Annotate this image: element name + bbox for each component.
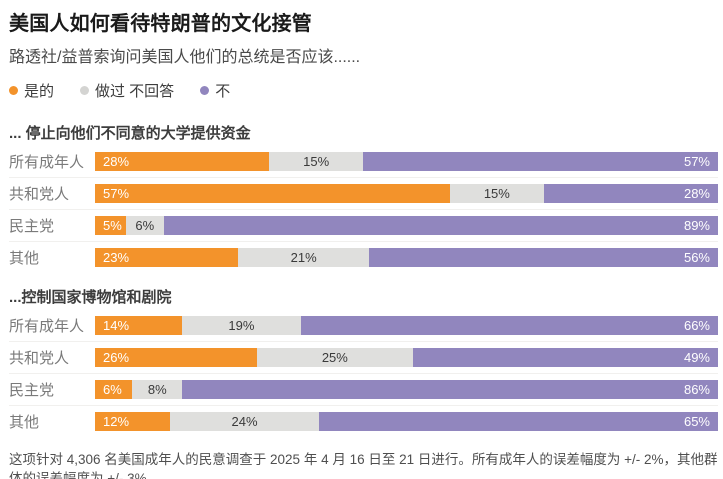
segment-value: 5% xyxy=(103,218,122,233)
segment-value: 66% xyxy=(683,318,710,333)
segment-neutral: 24% xyxy=(169,412,320,431)
segment-value: 24% xyxy=(231,414,258,429)
row-category-label: 民主党 xyxy=(9,382,55,399)
segment-yes: 57% xyxy=(95,184,451,203)
bar-row: 所有成年人 28% 15% 57% xyxy=(9,146,718,177)
row-category-label: 共和党人 xyxy=(9,186,70,203)
stacked-bar: 26% 25% 49% xyxy=(95,348,718,367)
legend-label-yes: 是的 xyxy=(24,83,55,100)
segment-value: 8% xyxy=(147,382,167,397)
segment-value: 57% xyxy=(103,186,130,201)
segment-value: 28% xyxy=(683,186,710,201)
segment-yes: 23% xyxy=(95,248,239,267)
segment-no: 28% xyxy=(543,184,718,203)
segment-value: 15% xyxy=(483,186,510,201)
segment-value: 28% xyxy=(103,154,130,169)
legend-dot-yes-icon xyxy=(9,86,18,95)
stacked-bar: 6% 8% 86% xyxy=(95,380,718,399)
segment-value: 6% xyxy=(135,218,155,233)
bar-row: 民主党 6% 8% 86% xyxy=(9,373,718,405)
page-subtitle: 路透社/益普索询问美国人他们的总统是否应该...... xyxy=(9,49,361,66)
segment-no: 56% xyxy=(369,248,718,267)
segment-value: 6% xyxy=(103,382,122,397)
segment-value: 25% xyxy=(321,350,348,365)
segment-value: 14% xyxy=(103,318,130,333)
segment-no: 89% xyxy=(163,216,718,235)
stacked-bar: 14% 19% 66% xyxy=(95,316,718,335)
segment-yes: 26% xyxy=(95,348,257,367)
legend-label-neutral: 做过 不回答 xyxy=(95,83,175,100)
row-category-label: 所有成年人 xyxy=(9,318,85,335)
segment-value: 65% xyxy=(683,414,710,429)
chart-section-universities: ... 停止向他们不同意的大学提供资金 所有成年人 28% 15% 57% 共和党人 57… xyxy=(9,122,718,273)
legend-dot-neutral-icon xyxy=(80,86,90,95)
segment-value: 19% xyxy=(228,318,255,333)
row-category-label: 所有成年人 xyxy=(9,154,85,171)
bar-row: 共和党人 26% 25% 49% xyxy=(9,341,718,373)
segment-value: 49% xyxy=(683,350,710,365)
section-title: ... 停止向他们不同意的大学提供资金 xyxy=(9,125,251,142)
section-title: ...控制国家博物馆和剧院 xyxy=(9,289,172,306)
row-category-label: 共和党人 xyxy=(9,350,70,367)
segment-neutral: 21% xyxy=(238,248,370,267)
segment-neutral: 15% xyxy=(269,152,363,171)
segment-no: 66% xyxy=(300,316,718,335)
row-category-label: 其他 xyxy=(9,414,40,431)
stacked-bar: 57% 15% 28% xyxy=(95,184,718,203)
segment-value: 23% xyxy=(103,250,130,265)
bar-row: 所有成年人 14% 19% 66% xyxy=(9,310,718,341)
segment-value: 57% xyxy=(683,154,710,169)
segment-neutral: 6% xyxy=(126,216,164,235)
segment-neutral: 19% xyxy=(182,316,301,335)
segment-value: 86% xyxy=(683,382,710,397)
segment-neutral: 8% xyxy=(132,380,183,399)
bar-group: 所有成年人 28% 15% 57% 共和党人 57% 15% 28% 民主党 5% 6% 89% 其他 2… xyxy=(9,146,718,273)
bar-row: 其他 23% 21% 56% xyxy=(9,241,718,273)
legend: 是的 做过 不回答 不 xyxy=(9,80,718,101)
legend-item-no: 不 xyxy=(200,80,230,101)
row-category-label: 民主党 xyxy=(9,218,55,235)
segment-value: 15% xyxy=(303,154,330,169)
bar-row: 民主党 5% 6% 89% xyxy=(9,209,718,241)
row-category-label: 其他 xyxy=(9,250,40,267)
segment-yes: 5% xyxy=(95,216,127,235)
segment-neutral: 15% xyxy=(450,184,544,203)
segment-value: 26% xyxy=(103,350,130,365)
segment-yes: 12% xyxy=(95,412,170,431)
stacked-bar: 28% 15% 57% xyxy=(95,152,718,171)
segment-value: 21% xyxy=(290,250,317,265)
legend-item-neutral: 做过 不回答 xyxy=(80,80,174,101)
legend-label-no: 不 xyxy=(215,83,231,100)
stacked-bar: 12% 24% 65% xyxy=(95,412,718,431)
segment-value: 89% xyxy=(683,218,710,233)
bar-group: 所有成年人 14% 19% 66% 共和党人 26% 25% 49% 民主党 6% 8% 86% 其他 1… xyxy=(9,310,718,437)
segment-yes: 14% xyxy=(95,316,183,335)
stacked-bar: 5% 6% 89% xyxy=(95,216,718,235)
legend-item-yes: 是的 xyxy=(9,80,54,101)
methodology-note: 这项针对 4,306 名美国成年人的民意调查于 2025 年 4 月 16 日至… xyxy=(9,452,718,479)
segment-neutral: 25% xyxy=(256,348,413,367)
segment-yes: 6% xyxy=(95,380,133,399)
segment-yes: 28% xyxy=(95,152,270,171)
page-title: 美国人如何看待特朗普的文化接管 xyxy=(9,13,312,35)
segment-value: 12% xyxy=(103,414,130,429)
bar-row: 共和党人 57% 15% 28% xyxy=(9,177,718,209)
segment-no: 57% xyxy=(362,152,718,171)
bar-row: 其他 12% 24% 65% xyxy=(9,405,718,437)
legend-dot-no-icon xyxy=(200,86,210,95)
segment-no: 49% xyxy=(412,348,718,367)
segment-no: 65% xyxy=(319,412,718,431)
segment-value: 56% xyxy=(683,250,710,265)
stacked-bar: 23% 21% 56% xyxy=(95,248,718,267)
segment-no: 86% xyxy=(182,380,718,399)
chart-section-museums: ...控制国家博物馆和剧院 所有成年人 14% 19% 66% 共和党人 26% 25% 49… xyxy=(9,286,718,437)
